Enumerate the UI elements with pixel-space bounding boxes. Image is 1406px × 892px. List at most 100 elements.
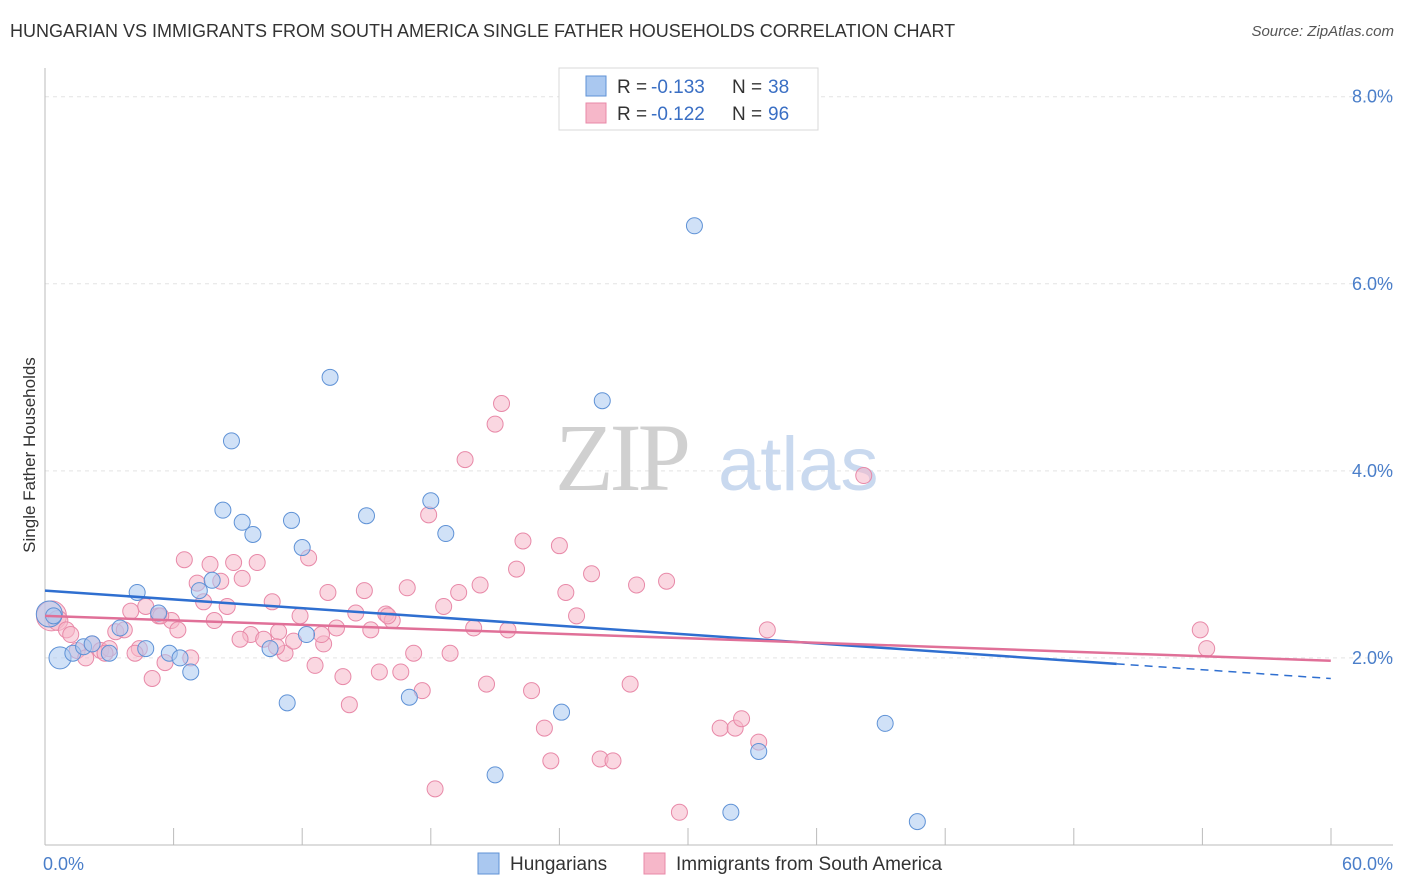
immigrants-point-33 — [270, 623, 288, 641]
immigrants-point-18 — [169, 621, 187, 639]
hungarians-point-35 — [876, 714, 894, 732]
watermark-zip: ZIP — [555, 404, 688, 511]
hungarians-point-6 — [111, 619, 129, 637]
series-legend: Hungarians Immigrants from South America — [477, 852, 943, 875]
legend-r-value-1: -0.133 — [651, 77, 705, 98]
correlation-legend: R = -0.133 N = 38 R = -0.122 N = 96 — [558, 67, 819, 131]
y-axis-label: Single Father Households — [20, 357, 39, 553]
bottom-legend-swatch-hungarians — [477, 852, 500, 875]
immigrants-point-36 — [291, 607, 309, 625]
immigrants-point-56 — [435, 597, 453, 615]
immigrants-point-14 — [143, 670, 161, 688]
hungarians-point-30 — [553, 703, 571, 721]
legend-r-label-2: R = — [617, 104, 647, 125]
hungarians-point-25 — [358, 507, 375, 525]
immigrants-point-26 — [218, 597, 236, 615]
hungarians-point-18 — [244, 525, 262, 543]
data-points — [35, 217, 1216, 831]
immigrants-point-41 — [327, 619, 345, 637]
hungarians-trend-line-extension — [1116, 663, 1331, 680]
hungarians-point-19 — [261, 640, 279, 658]
immigrants-trend-line — [44, 614, 1331, 662]
x-tick-label-max: 60.0% — [1342, 854, 1393, 874]
immigrants-point-30 — [248, 554, 266, 572]
legend-n-label-2: N = — [732, 104, 762, 125]
immigrants-point-19 — [175, 551, 193, 569]
hungarians-point-15 — [214, 501, 232, 519]
immigrants-point-92 — [231, 630, 249, 648]
immigrants-point-52 — [405, 644, 423, 662]
immigrants-point-64 — [493, 395, 511, 413]
immigrants-point-68 — [523, 682, 541, 700]
immigrants-point-45 — [355, 582, 373, 600]
hungarians-point-24 — [321, 368, 339, 386]
immigrants-point-94 — [312, 626, 330, 644]
immigrants-point-87 — [1191, 621, 1209, 639]
hungarians-point-31 — [593, 392, 611, 410]
hungarians-point-33 — [722, 803, 740, 821]
immigrants-point-47 — [370, 663, 388, 681]
hungarians-point-12 — [182, 663, 200, 681]
immigrants-point-54 — [420, 506, 438, 524]
immigrants-point-60 — [465, 619, 483, 637]
immigrants-point-69 — [535, 719, 553, 737]
hungarians-point-11 — [171, 649, 189, 667]
hungarians-point-32 — [685, 217, 703, 235]
immigrants-point-51 — [398, 579, 416, 597]
x-tick-label-min: 0.0% — [43, 854, 84, 874]
axes — [44, 68, 1393, 846]
immigrants-point-86 — [855, 467, 873, 485]
immigrants-point-80 — [670, 803, 688, 821]
bottom-legend-label-hungarians: Hungarians — [510, 854, 607, 875]
immigrants-point-57 — [441, 644, 459, 662]
immigrants-point-65 — [499, 621, 517, 639]
hungarians-point-13 — [190, 582, 208, 600]
legend-n-label-1: N = — [732, 77, 762, 98]
immigrants-point-62 — [478, 675, 496, 693]
hungarians-trend-line — [44, 589, 1117, 666]
hungarians-point-16 — [222, 432, 240, 450]
immigrants-point-76 — [604, 752, 622, 770]
source-label: Source: ZipAtlas.com — [1251, 23, 1394, 40]
immigrants-point-43 — [340, 696, 358, 714]
immigrants-point-40 — [319, 583, 337, 601]
immigrants-point-46 — [362, 621, 380, 639]
immigrants-point-85 — [758, 621, 776, 639]
watermark: ZIP atlas — [555, 404, 879, 511]
immigrants-point-83 — [733, 710, 751, 728]
y-tick-label-2: 6.0% — [1352, 274, 1393, 294]
immigrants-point-58 — [450, 583, 468, 601]
immigrants-point-61 — [471, 576, 489, 594]
trend-lines — [44, 589, 1331, 680]
immigrants-point-74 — [583, 565, 601, 583]
hungarians-point-34 — [750, 742, 768, 760]
immigrants-point-27 — [225, 554, 243, 572]
immigrants-point-88 — [1198, 640, 1216, 658]
immigrants-point-28 — [233, 569, 251, 587]
watermark-atlas: atlas — [718, 422, 879, 507]
hungarians-point-21 — [282, 511, 300, 529]
legend-n-value-1: 38 — [768, 77, 789, 98]
chart-title: HUNGARIAN VS IMMIGRANTS FROM SOUTH AMERI… — [10, 21, 956, 41]
hungarians-point-36 — [908, 813, 926, 831]
hungarians-point-14 — [203, 571, 221, 589]
immigrants-point-72 — [557, 583, 575, 601]
y-tick-label-3: 8.0% — [1352, 87, 1393, 107]
hungarians-point-4 — [83, 635, 101, 653]
immigrants-point-38 — [306, 656, 324, 674]
immigrants-point-67 — [514, 532, 532, 550]
immigrants-point-95 — [379, 607, 397, 625]
immigrants-point-79 — [658, 572, 676, 590]
immigrants-point-11 — [122, 602, 140, 620]
hungarians-point-8 — [137, 640, 155, 658]
immigrants-point-42 — [334, 668, 352, 686]
immigrants-point-81 — [711, 719, 729, 737]
immigrants-point-59 — [456, 451, 474, 469]
legend-r-value-2: -0.122 — [651, 104, 705, 125]
y-tick-label-0: 2.0% — [1352, 648, 1393, 668]
immigrants-point-63 — [486, 415, 504, 433]
legend-r-label-1: R = — [617, 77, 647, 98]
legend-swatch-immigrants — [585, 102, 607, 124]
immigrants-point-3 — [62, 626, 80, 644]
